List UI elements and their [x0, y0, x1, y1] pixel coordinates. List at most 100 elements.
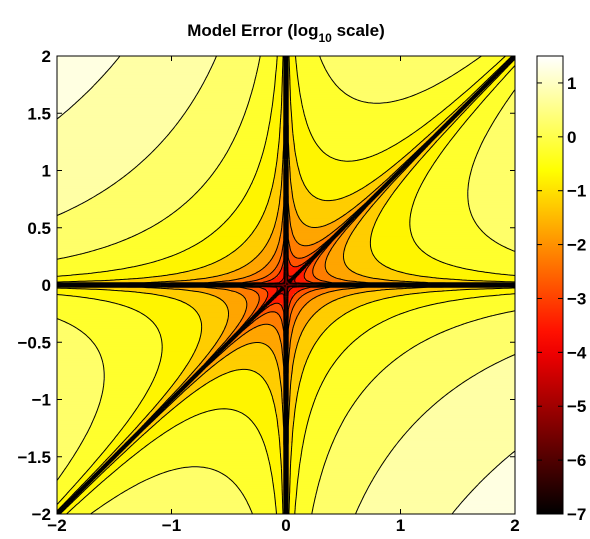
contour-cell — [297, 397, 317, 401]
contour-cell — [366, 275, 429, 279]
contour-cell — [176, 122, 241, 126]
contour-cell — [359, 335, 434, 339]
contour-cell — [160, 333, 202, 336]
contour-cell — [363, 493, 470, 497]
contour-cell — [288, 401, 296, 405]
contour-cell — [411, 209, 470, 213]
contour-cell — [485, 232, 515, 236]
contour-cell — [166, 413, 200, 417]
contour-cell — [281, 122, 285, 126]
contour-cell — [308, 413, 349, 417]
contour-cell — [308, 420, 344, 423]
contour-cell — [366, 207, 372, 211]
contour-cell — [288, 289, 301, 293]
contour-cell — [311, 131, 415, 135]
contour-cell — [297, 394, 317, 398]
contour-cell — [150, 410, 157, 414]
contour-cell — [501, 312, 515, 316]
contour-cell — [512, 92, 515, 96]
contour-cell — [290, 470, 301, 474]
contour-cell — [57, 170, 131, 174]
contour-cell — [157, 401, 166, 405]
contour-cell — [276, 211, 285, 215]
contour-cell — [427, 337, 515, 341]
contour-cell — [288, 339, 292, 343]
contour-cell — [192, 353, 209, 357]
contour-cell — [114, 456, 120, 460]
contour-cell — [57, 62, 115, 66]
contour-cell — [274, 78, 283, 82]
contour-cell — [389, 362, 495, 366]
contour-cell — [432, 85, 473, 89]
contour-cell — [295, 147, 321, 151]
contour-cell — [345, 92, 418, 96]
contour-cell — [338, 236, 351, 240]
contour-cell — [471, 170, 515, 174]
contour-cell — [91, 422, 127, 426]
contour-cell — [290, 85, 301, 89]
contour-cell — [146, 392, 166, 396]
contour-cell — [253, 83, 276, 87]
contour-cell — [281, 191, 285, 194]
contour-cell — [281, 175, 285, 178]
contour-cell — [91, 481, 102, 485]
contour-cell — [292, 197, 319, 201]
contour-cell — [512, 60, 515, 64]
contour-cell — [82, 94, 198, 98]
contour-cell — [57, 211, 65, 215]
contour-cell — [249, 504, 278, 508]
contour-cell — [288, 328, 294, 332]
contour-cell — [295, 408, 312, 412]
contour-cell — [269, 195, 280, 199]
contour-cell — [279, 145, 285, 149]
contour-cell — [363, 214, 381, 217]
contour-cell — [297, 392, 319, 396]
contour-cell — [160, 472, 223, 476]
contour-cell — [102, 388, 150, 391]
y-tick-label: 0.5 — [27, 219, 51, 238]
contour-cell — [276, 62, 285, 66]
contour-cell — [75, 452, 104, 456]
contour-cell — [338, 426, 411, 430]
contour-cell — [295, 355, 310, 359]
contour-cell — [501, 243, 515, 247]
contour-cell — [237, 126, 269, 130]
contour-cell — [281, 378, 285, 382]
contour-cell — [233, 138, 266, 142]
contour-cell — [398, 186, 420, 190]
contour-cell — [299, 92, 347, 96]
contour-cell — [288, 117, 292, 121]
contour-cell — [70, 323, 157, 327]
contour-cell — [253, 85, 276, 89]
contour-cell — [244, 312, 253, 316]
contour-cell — [166, 136, 237, 140]
contour-cell — [192, 101, 250, 105]
contour-cell — [281, 117, 285, 121]
contour-cell — [338, 232, 344, 236]
contour-cell — [288, 200, 294, 204]
contour-cell — [336, 298, 381, 302]
contour-cell — [57, 262, 150, 265]
contour-cell — [453, 388, 515, 391]
contour-cell — [402, 287, 495, 291]
contour-cell — [485, 97, 509, 101]
contour-cell — [384, 461, 502, 465]
contour-cell — [272, 257, 283, 261]
contour-cell — [208, 72, 257, 75]
contour-cell — [288, 424, 294, 428]
contour-cell — [57, 58, 118, 62]
contour-cell — [258, 223, 276, 227]
contour-cell — [288, 372, 294, 375]
contour-cell — [377, 216, 411, 220]
contour-cell — [327, 69, 461, 73]
contour-cell — [265, 145, 280, 149]
contour-cell — [359, 504, 459, 508]
contour-cell — [455, 120, 468, 124]
contour-cell — [290, 481, 299, 485]
contour-cell — [288, 97, 292, 101]
contour-cell — [292, 328, 305, 332]
contour-cell — [57, 159, 145, 162]
contour-cell — [414, 239, 493, 243]
contour-cell — [107, 69, 212, 73]
contour-cell — [274, 85, 283, 89]
